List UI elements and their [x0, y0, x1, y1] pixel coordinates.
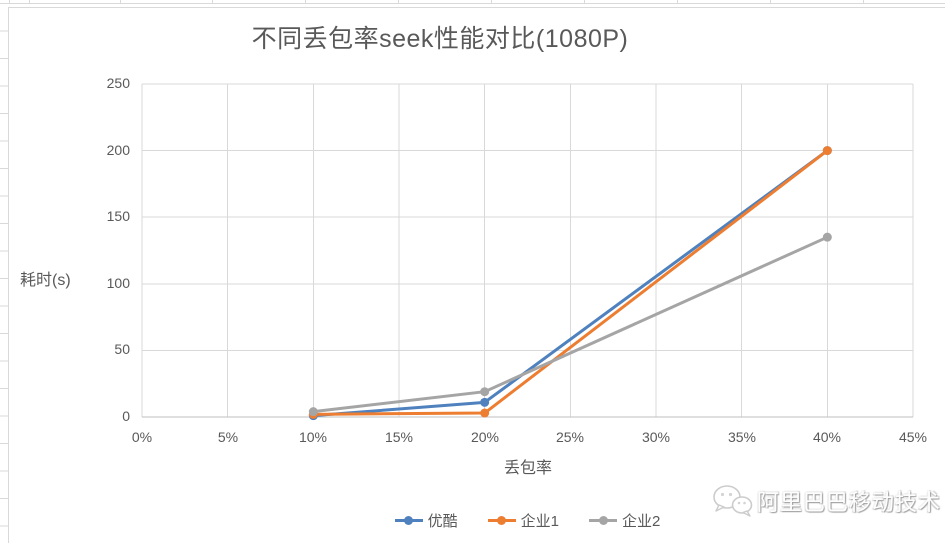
x-tick-5: 5%: [217, 429, 239, 445]
x-tick-45: 45%: [898, 429, 928, 445]
x-tick-10: 10%: [298, 429, 328, 445]
chart-title: 不同丢包率seek性能对比(1080P): [251, 25, 629, 53]
y-tick-150: 150: [106, 208, 130, 224]
legend-label: 优酷: [427, 512, 458, 530]
y-tick-200: 200: [106, 142, 130, 158]
legend-label: 企业1: [520, 512, 559, 530]
legend-item-enterprise2[interactable]: 企业2: [589, 510, 660, 531]
x-tick-15: 15%: [384, 429, 414, 445]
line-marker-swatch: [487, 515, 516, 525]
line-marker-swatch: [394, 515, 423, 525]
legend-label: 企业2: [622, 512, 661, 530]
watermark-text: 阿里巴巴移动技术: [756, 490, 941, 515]
chart-legend: 优酷 企业1 企业2: [142, 507, 913, 533]
x-axis-title: 丢包率: [503, 460, 552, 477]
x-tick-25: 25%: [555, 429, 585, 445]
line-marker-swatch: [589, 515, 617, 525]
x-tick-35: 35%: [727, 429, 757, 445]
legend-item-enterprise1[interactable]: 企业1: [487, 510, 559, 531]
x-tick-20: 20%: [470, 429, 500, 445]
y-tick-0: 0: [122, 408, 130, 424]
watermark: 阿里巴巴移动技术: [711, 483, 941, 519]
legend-item-youku[interactable]: 优酷: [394, 510, 458, 531]
y-tick-100: 100: [106, 275, 130, 291]
x-tick-0: 0%: [131, 429, 153, 445]
y-tick-250: 250: [106, 75, 130, 91]
y-tick-50: 50: [114, 341, 130, 357]
wechat-icon: [713, 485, 753, 517]
x-tick-40: 40%: [812, 429, 842, 445]
x-tick-30: 30%: [641, 429, 671, 445]
y-axis-title: 耗时(s): [20, 272, 71, 289]
